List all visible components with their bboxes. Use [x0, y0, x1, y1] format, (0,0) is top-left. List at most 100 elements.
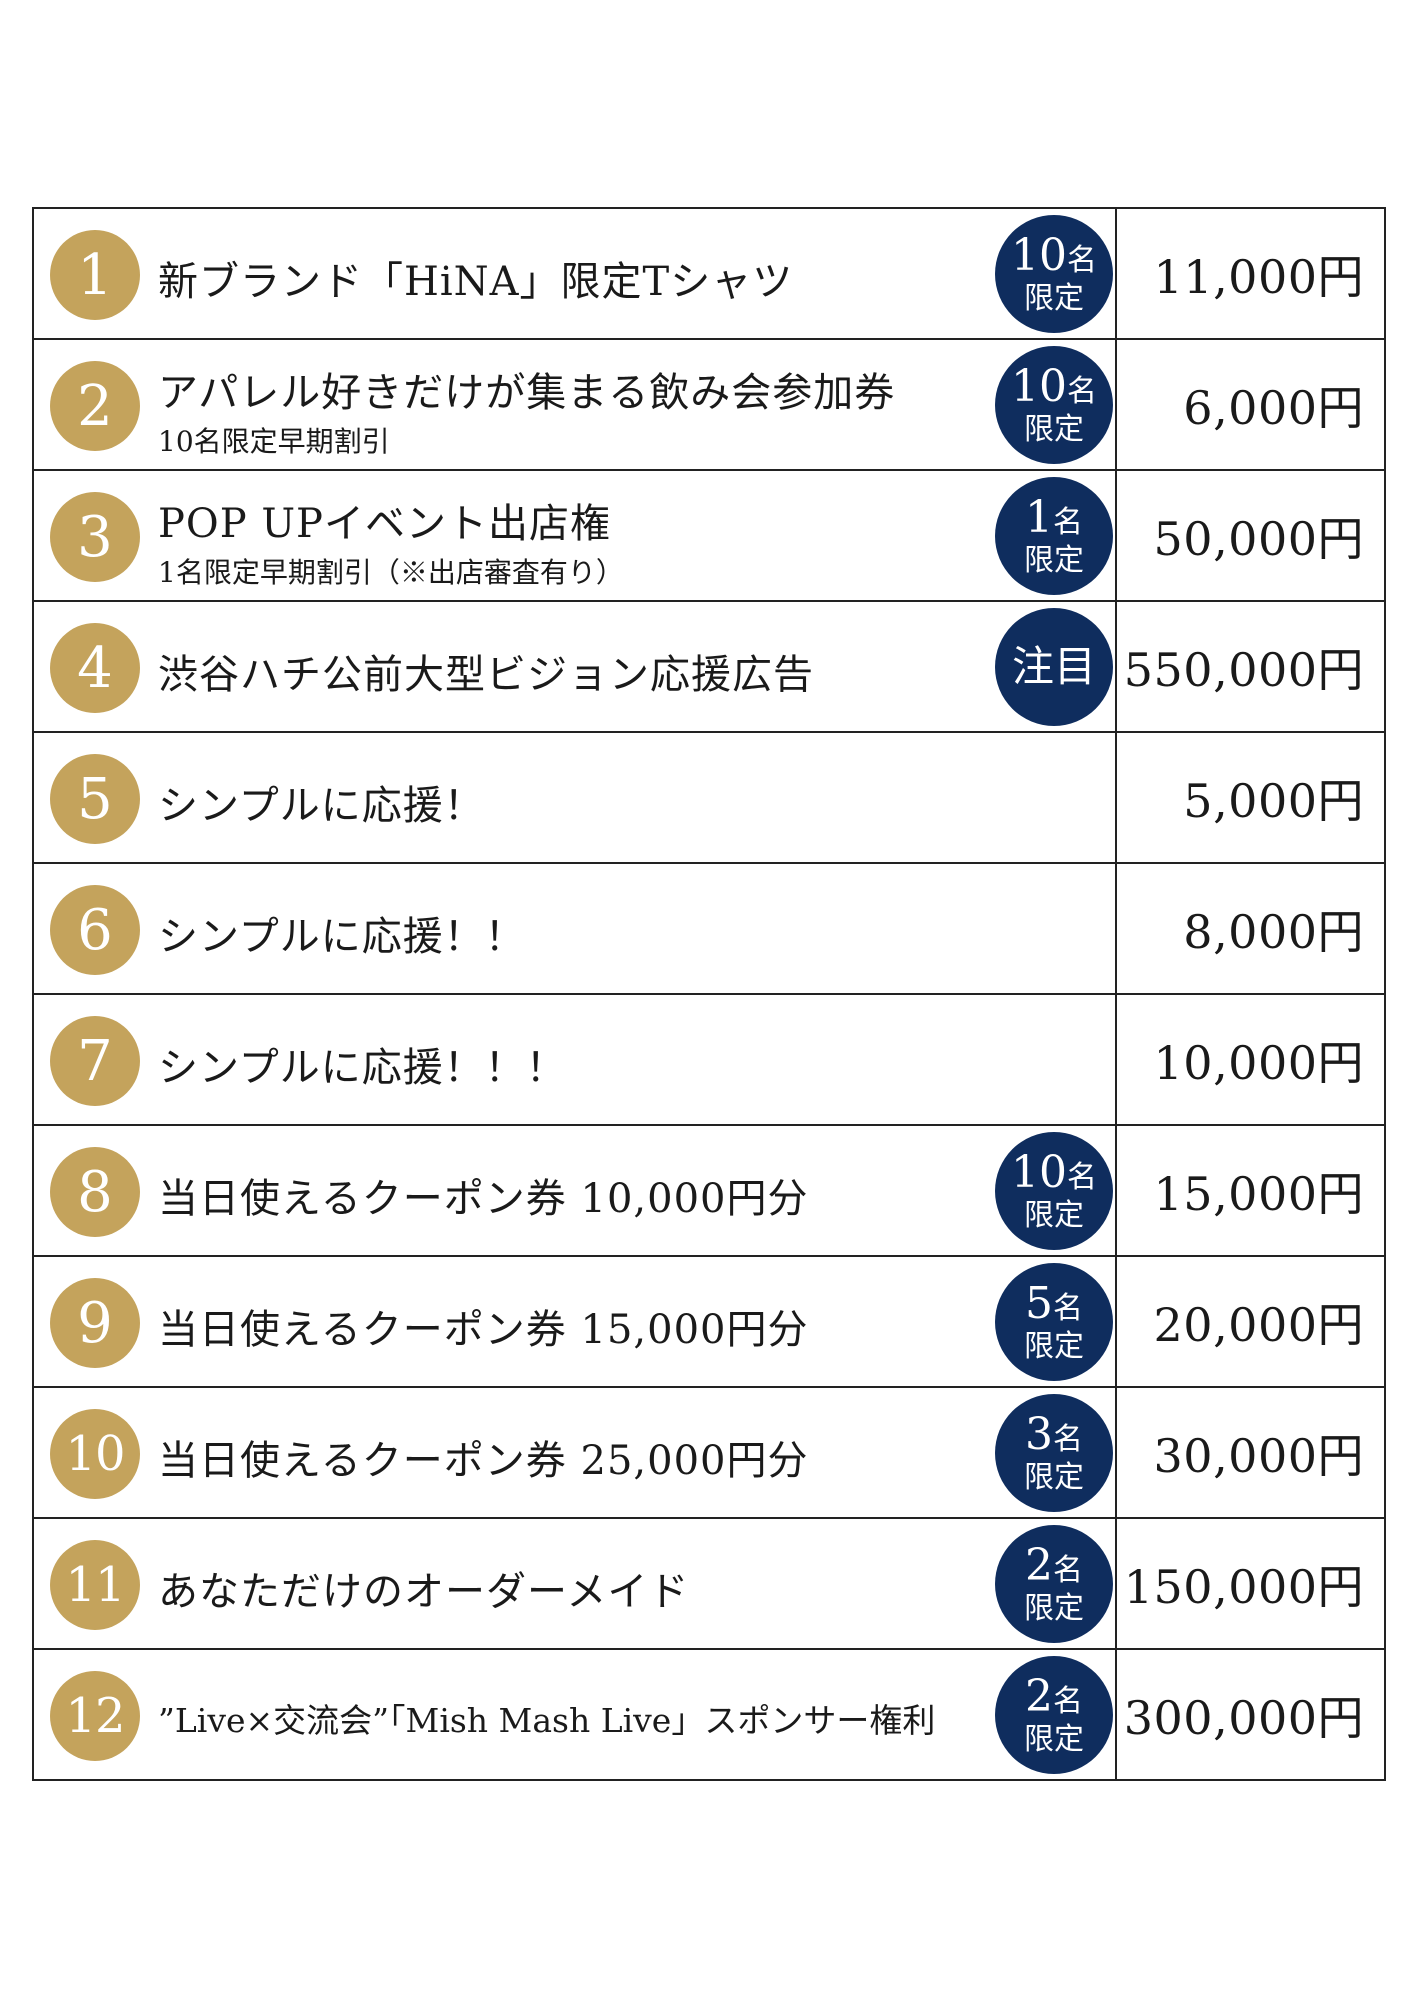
- item-price: 11,000円: [1153, 249, 1364, 304]
- item-cell: 8 当日使えるクーポン券 10,000円分 10名 限定: [34, 1126, 1117, 1255]
- featured-label: 注目: [1011, 642, 1096, 691]
- item-title: 新ブランド「HiNA」限定Tシャツ: [158, 259, 794, 305]
- item-price: 300,000円: [1123, 1690, 1364, 1745]
- table-row: 9 当日使えるクーポン券 15,000円分 5名 限定 20,000円: [34, 1257, 1384, 1388]
- item-number-badge: 5: [50, 754, 140, 844]
- table-row: 7 シンプルに応援！！！ 10,000円: [34, 995, 1384, 1126]
- item-subtitle: 10名限定早期割引: [158, 425, 390, 458]
- limit-label: 限定: [1024, 281, 1084, 316]
- item-price: 20,000円: [1153, 1297, 1364, 1352]
- limit-label: 限定: [1024, 412, 1084, 447]
- item-title: 当日使えるクーポン券 25,000円分: [158, 1438, 809, 1484]
- limit-badge: 3名 限定: [995, 1394, 1113, 1512]
- table-row: 8 当日使えるクーポン券 10,000円分 10名 限定 15,000円: [34, 1126, 1384, 1257]
- item-cell: 6 シンプルに応援！！: [34, 864, 1117, 993]
- item-number-badge: 12: [50, 1671, 140, 1761]
- item-text: シンプルに応援！: [158, 733, 991, 862]
- item-title: 当日使えるクーポン券 10,000円分: [158, 1176, 809, 1222]
- item-cell: 11 あなただけのオーダーメイド 2名 限定: [34, 1519, 1117, 1648]
- item-title: シンプルに応援！！！: [158, 1045, 567, 1091]
- table-row: 4 渋谷ハチ公前大型ビジョン応援広告 注目 550,000円: [34, 602, 1384, 733]
- item-title: 渋谷ハチ公前大型ビジョン応援広告: [158, 652, 814, 698]
- limit-label: 限定: [1024, 1329, 1084, 1364]
- limit-count: 3名: [1025, 1409, 1083, 1460]
- limit-count: 5名: [1025, 1278, 1083, 1329]
- table-row: 2 アパレル好きだけが集まる飲み会参加券 10名限定早期割引 10名 限定 6,…: [34, 340, 1384, 471]
- item-text: シンプルに応援！！！: [158, 995, 991, 1124]
- item-price: 10,000円: [1153, 1035, 1364, 1090]
- item-number-badge: 3: [50, 492, 140, 582]
- item-number-badge: 4: [50, 623, 140, 713]
- item-subtitle: 1名限定早期割引（※出店審査有り）: [158, 556, 624, 589]
- item-title: アパレル好きだけが集まる飲み会参加券: [158, 370, 896, 416]
- limit-badge: 10名 限定: [995, 215, 1113, 333]
- item-price: 550,000円: [1123, 642, 1364, 697]
- limit-label: 限定: [1024, 1460, 1084, 1495]
- table-row: 6 シンプルに応援！！ 8,000円: [34, 864, 1384, 995]
- item-price: 150,000円: [1123, 1559, 1364, 1614]
- table-row: 12 ”Live×交流会”「Mish Mash Live」スポンサー権利 2名 …: [34, 1650, 1384, 1779]
- item-cell: 1 新ブランド「HiNA」限定Tシャツ 10名 限定: [34, 209, 1117, 338]
- limit-label: 限定: [1024, 1722, 1084, 1757]
- item-text: 新ブランド「HiNA」限定Tシャツ: [158, 209, 991, 338]
- item-cell: 12 ”Live×交流会”「Mish Mash Live」スポンサー権利 2名 …: [34, 1650, 1117, 1779]
- item-number-badge: 11: [50, 1540, 140, 1630]
- item-title: ”Live×交流会”「Mish Mash Live」スポンサー権利: [158, 1701, 936, 1740]
- limit-label: 限定: [1024, 1591, 1084, 1626]
- limit-label: 限定: [1024, 1198, 1084, 1233]
- item-price: 8,000円: [1183, 904, 1364, 959]
- limit-badge: 5名 限定: [995, 1263, 1113, 1381]
- item-text: POP UPイベント出店権 1名限定早期割引（※出店審査有り）: [158, 471, 991, 600]
- limit-count: 2名: [1025, 1540, 1083, 1591]
- limit-badge: 2名 限定: [995, 1525, 1113, 1643]
- item-title: POP UPイベント出店権: [158, 501, 611, 547]
- item-title: シンプルに応援！！: [158, 914, 526, 960]
- item-text: アパレル好きだけが集まる飲み会参加券 10名限定早期割引: [158, 340, 991, 469]
- item-number-badge: 9: [50, 1278, 140, 1368]
- table-row: 11 あなただけのオーダーメイド 2名 限定 150,000円: [34, 1519, 1384, 1650]
- item-text: 当日使えるクーポン券 10,000円分: [158, 1126, 991, 1255]
- item-title: シンプルに応援！: [158, 783, 485, 829]
- limit-count: 10名: [1011, 230, 1097, 281]
- item-cell: 2 アパレル好きだけが集まる飲み会参加券 10名限定早期割引 10名 限定: [34, 340, 1117, 469]
- table-row: 10 当日使えるクーポン券 25,000円分 3名 限定 30,000円: [34, 1388, 1384, 1519]
- item-number-badge: 10: [50, 1409, 140, 1499]
- item-text: ”Live×交流会”「Mish Mash Live」スポンサー権利: [158, 1650, 991, 1779]
- item-cell: 4 渋谷ハチ公前大型ビジョン応援広告 注目: [34, 602, 1117, 731]
- item-number-badge: 1: [50, 230, 140, 320]
- limit-count: 10名: [1011, 361, 1097, 412]
- item-text: シンプルに応援！！: [158, 864, 991, 993]
- item-price: 5,000円: [1183, 773, 1364, 828]
- limit-count: 10名: [1011, 1147, 1097, 1198]
- item-cell: 7 シンプルに応援！！！: [34, 995, 1117, 1124]
- item-number-badge: 8: [50, 1147, 140, 1237]
- limit-badge: 2名 限定: [995, 1656, 1113, 1774]
- item-cell: 10 当日使えるクーポン券 25,000円分 3名 限定: [34, 1388, 1117, 1517]
- item-title: 当日使えるクーポン券 15,000円分: [158, 1307, 809, 1353]
- price-table: 1 新ブランド「HiNA」限定Tシャツ 10名 限定 11,000円 2 アパレ…: [32, 207, 1386, 1781]
- item-price: 50,000円: [1153, 511, 1364, 566]
- item-cell: 5 シンプルに応援！: [34, 733, 1117, 862]
- limit-count: 1名: [1025, 492, 1083, 543]
- item-text: 当日使えるクーポン券 15,000円分: [158, 1257, 991, 1386]
- item-number-badge: 6: [50, 885, 140, 975]
- item-price: 15,000円: [1153, 1166, 1364, 1221]
- item-number-badge: 2: [50, 361, 140, 451]
- limit-label: 限定: [1024, 543, 1084, 578]
- item-cell: 3 POP UPイベント出店権 1名限定早期割引（※出店審査有り） 1名 限定: [34, 471, 1117, 600]
- limit-badge: 10名 限定: [995, 1132, 1113, 1250]
- item-number-badge: 7: [50, 1016, 140, 1106]
- table-row: 3 POP UPイベント出店権 1名限定早期割引（※出店審査有り） 1名 限定 …: [34, 471, 1384, 602]
- limit-count: 2名: [1025, 1671, 1083, 1722]
- item-text: 当日使えるクーポン券 25,000円分: [158, 1388, 991, 1517]
- item-text: 渋谷ハチ公前大型ビジョン応援広告: [158, 602, 991, 731]
- limit-badge: 10名 限定: [995, 346, 1113, 464]
- limit-badge: 1名 限定: [995, 477, 1113, 595]
- featured-badge: 注目: [995, 608, 1113, 726]
- item-price: 30,000円: [1153, 1428, 1364, 1483]
- table-row: 5 シンプルに応援！ 5,000円: [34, 733, 1384, 864]
- table-row: 1 新ブランド「HiNA」限定Tシャツ 10名 限定 11,000円: [34, 209, 1384, 340]
- item-text: あなただけのオーダーメイド: [158, 1519, 991, 1648]
- item-title: あなただけのオーダーメイド: [158, 1569, 690, 1615]
- item-cell: 9 当日使えるクーポン券 15,000円分 5名 限定: [34, 1257, 1117, 1386]
